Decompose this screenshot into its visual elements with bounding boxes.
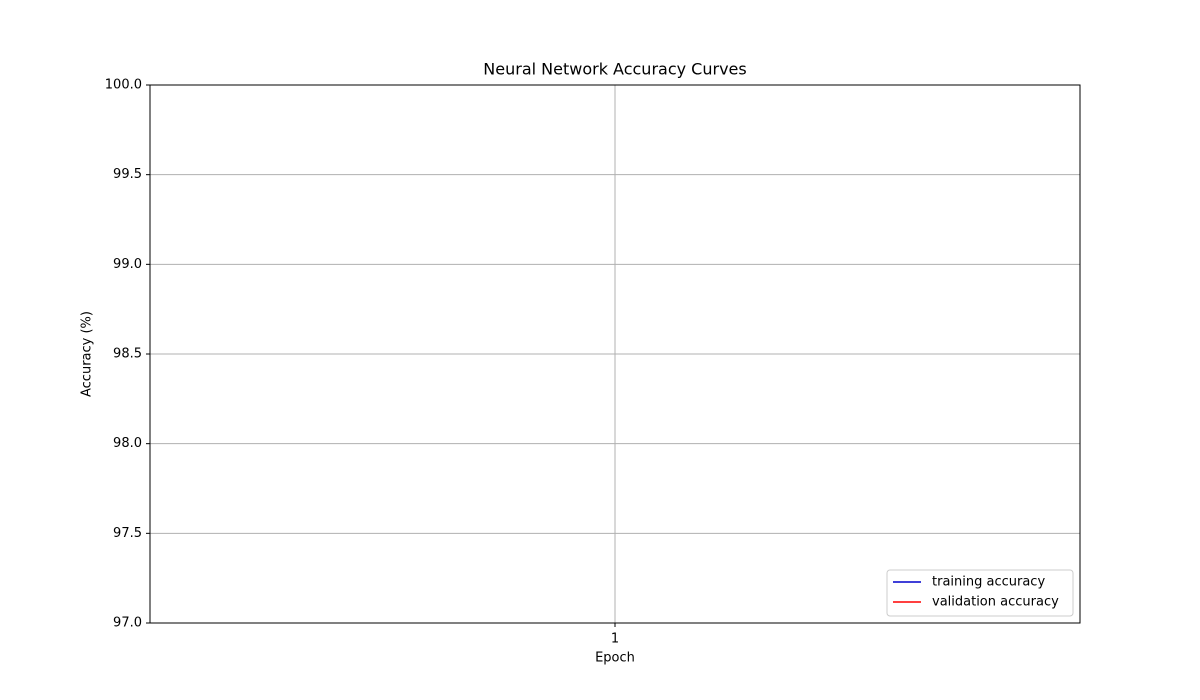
y-tick-label: 99.0 [113,257,142,272]
x-tick-label: 1 [611,632,619,647]
legend-label: training accuracy [932,575,1045,590]
legend-label: validation accuracy [932,595,1059,610]
y-tick-label: 99.5 [113,167,142,182]
chart-title: Neural Network Accuracy Curves [483,60,746,79]
y-tick-label: 97.0 [113,616,142,631]
y-tick-label: 98.5 [113,347,142,362]
plot-frame [149,84,1081,624]
y-tick-label: 100.0 [105,78,142,93]
y-tick-label: 98.0 [113,436,142,451]
y-axis-label: Accuracy (%) [80,311,95,397]
legend-box [886,569,1074,617]
y-tick-label: 97.5 [113,526,142,541]
x-axis-label: Epoch [595,651,635,666]
